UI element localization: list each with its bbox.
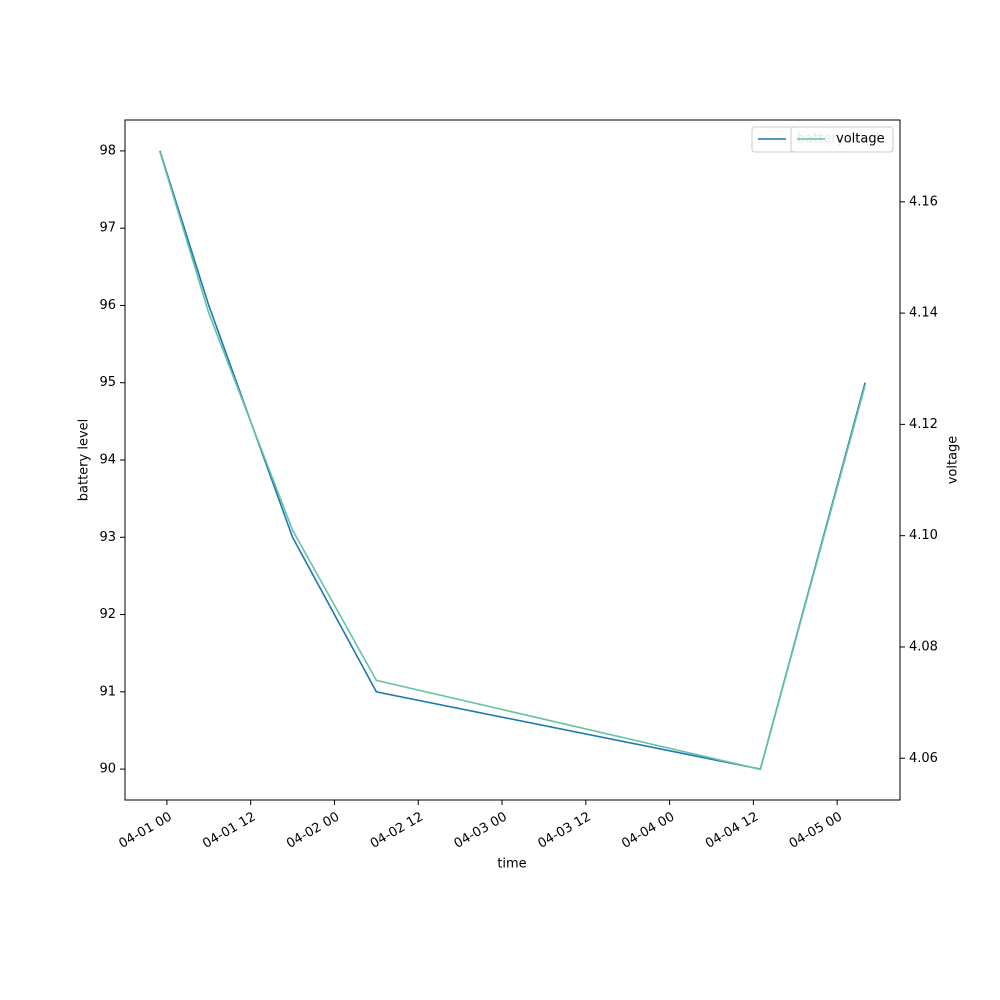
y-tick-label: 91 bbox=[99, 684, 116, 699]
y2-tick-label: 4.12 bbox=[909, 417, 938, 432]
legend-label: voltage bbox=[836, 132, 885, 147]
x-axis-label: time bbox=[497, 857, 526, 872]
y-tick-label: 93 bbox=[99, 530, 116, 545]
y-tick-label: 94 bbox=[99, 453, 116, 468]
y2-tick-label: 4.08 bbox=[909, 639, 938, 654]
plot-frame bbox=[124, 119, 901, 801]
y-axis-label: battery level bbox=[77, 419, 92, 502]
y-tick-label: 98 bbox=[99, 143, 116, 158]
y2-tick-label: 4.14 bbox=[909, 306, 938, 321]
y-tick-label: 90 bbox=[99, 762, 116, 777]
y2-tick-label: 4.16 bbox=[909, 194, 938, 209]
y-tick-label: 95 bbox=[99, 375, 116, 390]
y2-axis-label: voltage bbox=[946, 436, 961, 485]
legend-box bbox=[790, 126, 894, 153]
y2-tick-label: 4.06 bbox=[909, 751, 938, 766]
y-tick-label: 96 bbox=[99, 298, 116, 313]
y2-tick-label: 4.10 bbox=[909, 528, 938, 543]
y-tick-label: 92 bbox=[99, 607, 116, 622]
y-tick-label: 97 bbox=[99, 221, 116, 236]
series-line bbox=[159, 151, 866, 771]
